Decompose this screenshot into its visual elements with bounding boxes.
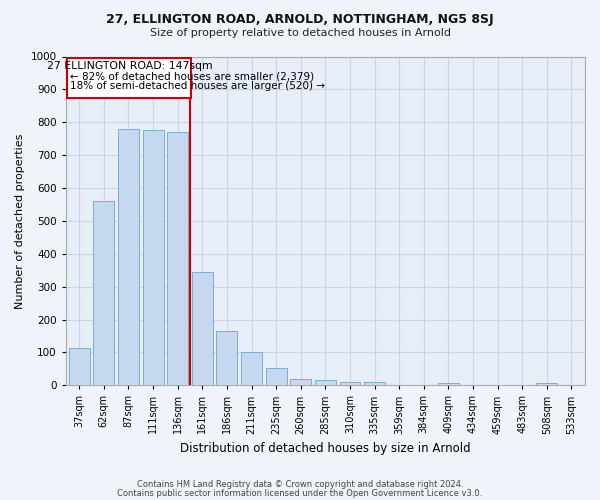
Bar (118, 129, 139, 386)
Bar (69, 348, 90, 386)
Bar (536, 382, 557, 386)
Bar (315, 380, 336, 386)
Text: Contains HM Land Registry data © Crown copyright and database right 2024.: Contains HM Land Registry data © Crown c… (137, 480, 463, 489)
Text: Contains public sector information licensed under the Open Government Licence v3: Contains public sector information licen… (118, 489, 482, 498)
Text: ← 82% of detached houses are smaller (2,379): ← 82% of detached houses are smaller (2,… (70, 71, 314, 81)
Bar (217, 331, 238, 386)
Bar (290, 380, 311, 386)
FancyBboxPatch shape (67, 58, 191, 98)
Bar (192, 272, 213, 386)
Bar (94, 201, 115, 386)
Text: Size of property relative to detached houses in Arnold: Size of property relative to detached ho… (149, 28, 451, 38)
Bar (266, 368, 287, 386)
Bar (438, 382, 459, 386)
Y-axis label: Number of detached properties: Number of detached properties (15, 133, 25, 308)
Bar (241, 352, 262, 386)
Bar (143, 130, 164, 386)
Bar (340, 382, 361, 386)
Text: 18% of semi-detached houses are larger (520) →: 18% of semi-detached houses are larger (… (70, 81, 325, 91)
X-axis label: Distribution of detached houses by size in Arnold: Distribution of detached houses by size … (180, 442, 470, 455)
Bar (364, 382, 385, 386)
Bar (167, 132, 188, 386)
Text: 27 ELLINGTON ROAD: 147sqm: 27 ELLINGTON ROAD: 147sqm (47, 62, 212, 72)
Text: 27, ELLINGTON ROAD, ARNOLD, NOTTINGHAM, NG5 8SJ: 27, ELLINGTON ROAD, ARNOLD, NOTTINGHAM, … (106, 12, 494, 26)
